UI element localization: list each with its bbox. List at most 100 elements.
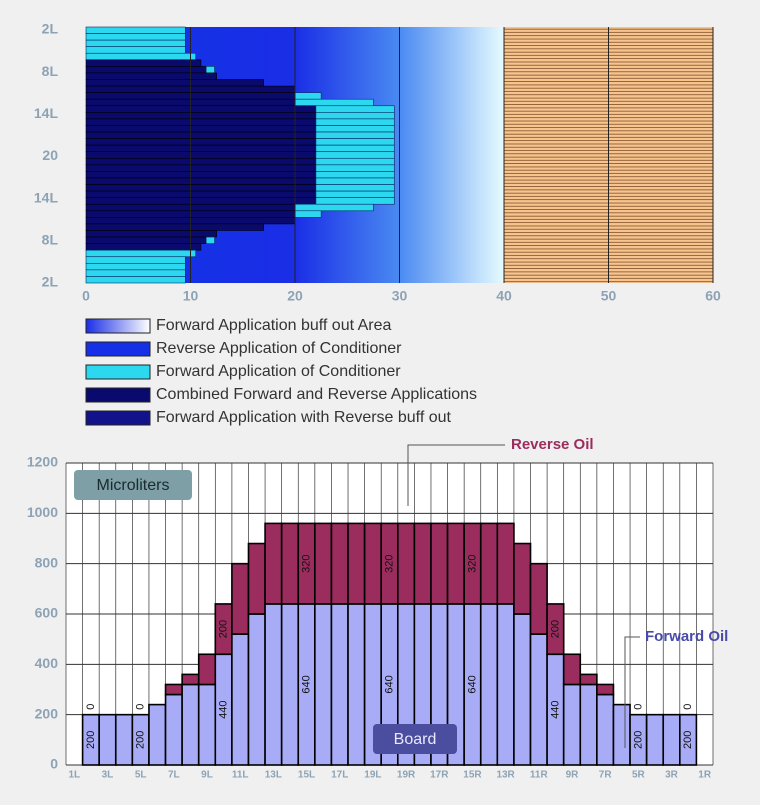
x-tick-label: 19L <box>364 770 381 781</box>
value-label: 0 <box>135 704 147 710</box>
y-tick-label: 1000 <box>27 504 58 520</box>
bar-segment <box>596 683 615 696</box>
legend-label: Forward Application buff out Area <box>156 317 392 334</box>
bar-segment <box>529 633 548 766</box>
bar-segment <box>513 613 532 766</box>
bar-segment <box>347 603 366 766</box>
bar-segment <box>579 673 598 686</box>
y-tick-label: 200 <box>35 705 59 721</box>
legend-label: Reverse Application of Conditioner <box>156 340 402 357</box>
x-tick-label: 5R <box>632 770 646 781</box>
combined-segment <box>85 79 264 87</box>
x-tick-label: 11L <box>232 770 249 781</box>
x-tick-label: 1R <box>698 770 712 781</box>
combined-segment <box>85 66 207 74</box>
bar-segment <box>347 522 366 605</box>
x-tick-label: 30 <box>392 288 408 304</box>
forward-segment <box>85 249 197 258</box>
combined-segment <box>85 177 317 185</box>
bar-segment <box>314 522 333 605</box>
y-tick-label: 400 <box>35 655 59 671</box>
forward-segment <box>315 118 395 126</box>
bar-segment <box>164 693 183 766</box>
bar-segment <box>363 522 383 605</box>
combined-segment <box>85 131 317 139</box>
ylabel-box <box>74 470 192 500</box>
forward-segment <box>85 26 186 34</box>
value-label: 200 <box>135 731 147 749</box>
value-label: 200 <box>682 731 694 749</box>
forward-segment <box>315 138 395 146</box>
y-tick-label: 800 <box>35 554 59 570</box>
value-label: 320 <box>383 554 395 572</box>
combined-segment <box>85 236 207 244</box>
x-tick-label: 15R <box>463 770 482 781</box>
y-tick-label: 8L <box>42 63 59 79</box>
bar-segment <box>280 522 300 605</box>
combined-segment <box>85 118 317 126</box>
legend-swatch <box>85 410 151 426</box>
forward-segment <box>294 92 322 100</box>
combined-segment <box>85 243 202 251</box>
x-tick-label: 7L <box>168 770 180 781</box>
bar-segment <box>330 522 349 605</box>
y-tick-label: 20 <box>42 147 58 163</box>
ylabel: Microliters <box>97 477 170 494</box>
bar-segment <box>114 713 134 766</box>
y-tick-label: 14L <box>34 105 59 121</box>
y-tick-label: 8L <box>42 232 59 248</box>
forward-segment <box>85 39 186 47</box>
series-label: Reverse Oil <box>511 436 594 453</box>
value-label: 0 <box>632 704 644 710</box>
bar-segment <box>479 522 499 605</box>
x-tick-label: 19R <box>397 770 416 781</box>
value-label: 200 <box>632 731 644 749</box>
bar-segment <box>314 603 333 766</box>
legend-label: Forward Application of Conditioner <box>156 363 401 380</box>
value-label: 640 <box>300 675 312 693</box>
bar-segment <box>513 542 532 615</box>
value-label: 320 <box>300 554 312 572</box>
forward-segment <box>315 157 395 166</box>
bar-segment <box>612 703 631 766</box>
forward-segment <box>294 210 322 218</box>
x-tick-label: 40 <box>496 288 512 304</box>
bar-segment <box>562 653 582 686</box>
value-label: 200 <box>549 620 561 638</box>
forward-segment <box>85 33 186 41</box>
x-tick-label: 9L <box>201 770 213 781</box>
xlabel-box <box>373 724 457 754</box>
forward-segment <box>294 203 374 212</box>
x-tick-label: 10 <box>183 288 199 304</box>
forward-segment <box>85 269 186 277</box>
bar-segment <box>579 683 598 766</box>
bar-segment <box>546 603 565 656</box>
forward-segment <box>294 98 374 107</box>
forward-segment <box>85 52 197 61</box>
y-tick-label: 0 <box>50 756 58 772</box>
legend-swatch <box>85 364 151 380</box>
value-label: 640 <box>466 675 478 693</box>
forward-segment <box>315 171 395 179</box>
series-label: Forward Oil <box>645 628 728 645</box>
combined-segment <box>85 230 217 238</box>
combined-segment <box>85 138 317 146</box>
value-label: 0 <box>682 704 694 710</box>
bar-segment <box>247 613 266 766</box>
combined-segment <box>85 125 317 133</box>
callout-line <box>407 444 505 506</box>
combined-segment <box>85 72 217 80</box>
y-tick-label: 1200 <box>27 454 58 470</box>
forward-segment <box>315 151 395 159</box>
x-tick-label: 20 <box>287 288 303 304</box>
legend-label: Forward Application with Reverse buff ou… <box>156 409 452 426</box>
value-label: 200 <box>218 620 230 638</box>
combined-segment <box>85 105 317 113</box>
forward-segment <box>315 164 395 172</box>
combined-segment <box>85 190 317 198</box>
combined-segment <box>85 59 202 67</box>
legend-swatch <box>85 318 151 334</box>
bar-segment <box>247 542 266 615</box>
combined-segment <box>85 171 317 179</box>
forward-segment <box>315 177 395 185</box>
